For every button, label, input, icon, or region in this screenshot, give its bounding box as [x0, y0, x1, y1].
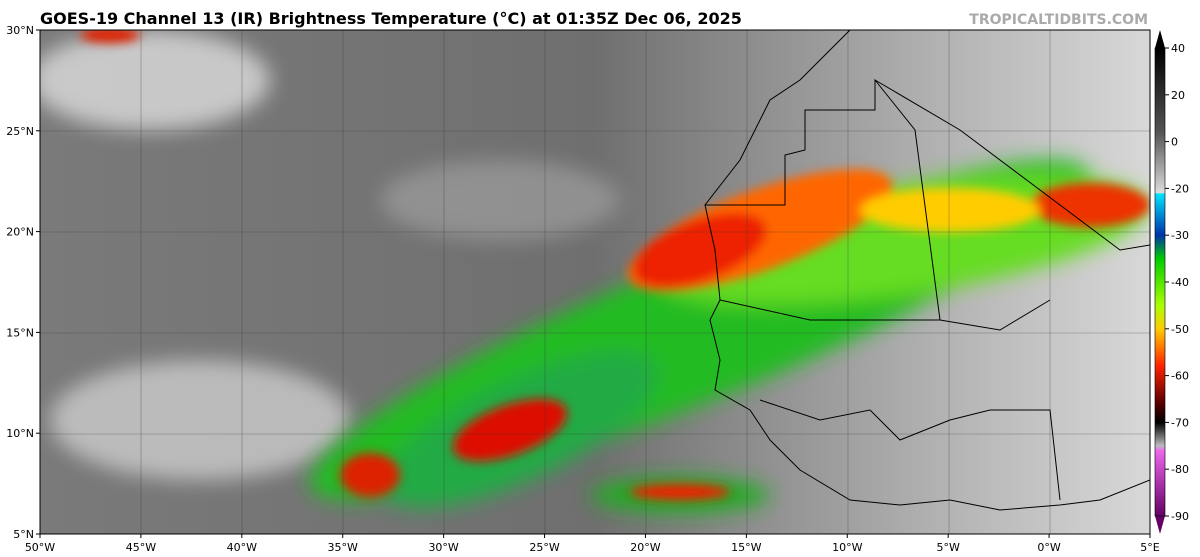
lon-label: 10°W	[832, 541, 862, 554]
lat-label: 10°N	[6, 427, 34, 440]
colorbar-ticks: 40 20 0 -20 -30 -40 -50 -60 -70 -80 -90	[1165, 42, 1189, 523]
colorbar-label: -80	[1171, 463, 1189, 476]
lon-label: 5°W	[936, 541, 959, 554]
lon-label: 45°W	[126, 541, 156, 554]
lat-label: 15°N	[6, 326, 34, 339]
lat-label: 25°N	[6, 125, 34, 138]
lat-labels: 30°N 25°N 20°N 15°N 10°N 5°N	[6, 24, 40, 541]
lon-label: 50°W	[25, 541, 55, 554]
lon-label: 20°W	[630, 541, 660, 554]
colorbar-label: 40	[1171, 42, 1185, 55]
lon-label: 15°W	[731, 541, 761, 554]
colorbar-label: -60	[1171, 370, 1189, 383]
lon-label: 30°W	[428, 541, 458, 554]
title: GOES-19 Channel 13 (IR) Brightness Tempe…	[40, 9, 742, 28]
map-frame	[39, 29, 1151, 535]
grid	[40, 30, 1150, 534]
colorbar-label: -20	[1171, 182, 1189, 195]
lon-label: 25°W	[529, 541, 559, 554]
watermark: TROPICALTIDBITS.COM	[969, 12, 1148, 28]
satellite-image	[40, 30, 1150, 534]
lat-label: 20°N	[6, 226, 34, 239]
colorbar	[1154, 30, 1166, 534]
lon-label: 35°W	[328, 541, 358, 554]
colorbar-label: 0	[1171, 136, 1178, 149]
colorbar-label: -90	[1171, 510, 1189, 523]
lon-label: 5°E	[1140, 541, 1159, 554]
coastline	[704, 30, 1150, 511]
colorbar-label: -70	[1171, 416, 1189, 429]
borders	[705, 78, 1150, 501]
colorbar-label: -50	[1171, 323, 1189, 336]
lat-label: 5°N	[13, 528, 34, 541]
colorbar-label: -30	[1171, 229, 1189, 242]
colorbar-label: 20	[1171, 89, 1185, 102]
lon-label: 0°W	[1037, 541, 1060, 554]
lon-labels: 50°W 45°W 40°W 35°W 30°W 25°W 20°W 15°W 10°W 5°W 0…	[25, 534, 1160, 554]
colorbar-label: -40	[1171, 276, 1189, 289]
lon-label: 40°W	[227, 541, 257, 554]
lat-label: 30°N	[6, 24, 34, 37]
